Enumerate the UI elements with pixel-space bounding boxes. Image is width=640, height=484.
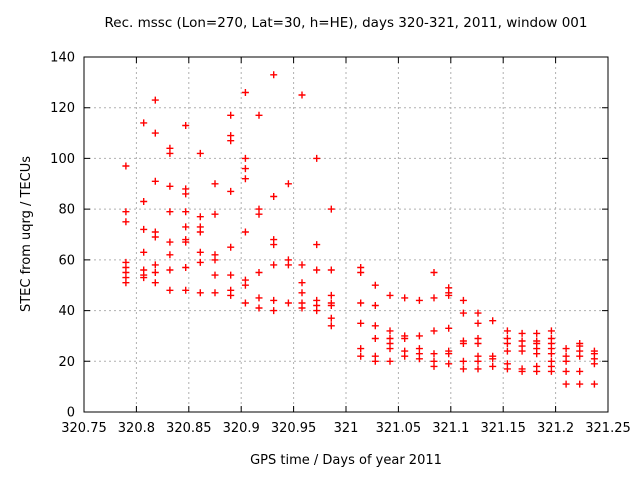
x-tick-label: 321.1 (432, 421, 469, 436)
y-tick-label: 0 (67, 406, 75, 421)
y-tick-label: 20 (58, 355, 75, 370)
tick-labels: 320.75 320.8 320.85 320.9 320.95 321 321.05 321… (50, 51, 631, 437)
y-tick-label: 60 (58, 253, 75, 268)
y-axis-label: STEC from uqrg / TECUs (19, 156, 34, 312)
x-tick-label: 321 (334, 421, 359, 436)
y-tick-label: 80 (58, 203, 75, 218)
x-tick-label: 321.05 (376, 421, 422, 436)
data-points (122, 71, 598, 388)
x-tick-label: 320.8 (118, 421, 155, 436)
x-tick-label: 320.85 (166, 421, 212, 436)
x-tick-label: 321.25 (585, 421, 631, 436)
x-tick-label: 321.2 (537, 421, 574, 436)
x-tick-label: 321.15 (480, 421, 526, 436)
x-tick-label: 320.75 (61, 421, 107, 436)
y-tick-label: 100 (50, 152, 75, 167)
y-tick-label: 140 (50, 51, 75, 66)
y-tick-label: 40 (58, 304, 75, 319)
gridlines (84, 57, 608, 412)
x-axis-label: GPS time / Days of year 2011 (250, 453, 442, 468)
x-tick-label: 320.95 (271, 421, 317, 436)
plot-border (83, 56, 609, 413)
grid-path (84, 57, 608, 412)
x-tick-label: 320.9 (223, 421, 260, 436)
chart-title: Rec. mssc (Lon=270, Lat=30, h=HE), days … (105, 15, 588, 31)
y-tick-label: 120 (50, 101, 75, 116)
